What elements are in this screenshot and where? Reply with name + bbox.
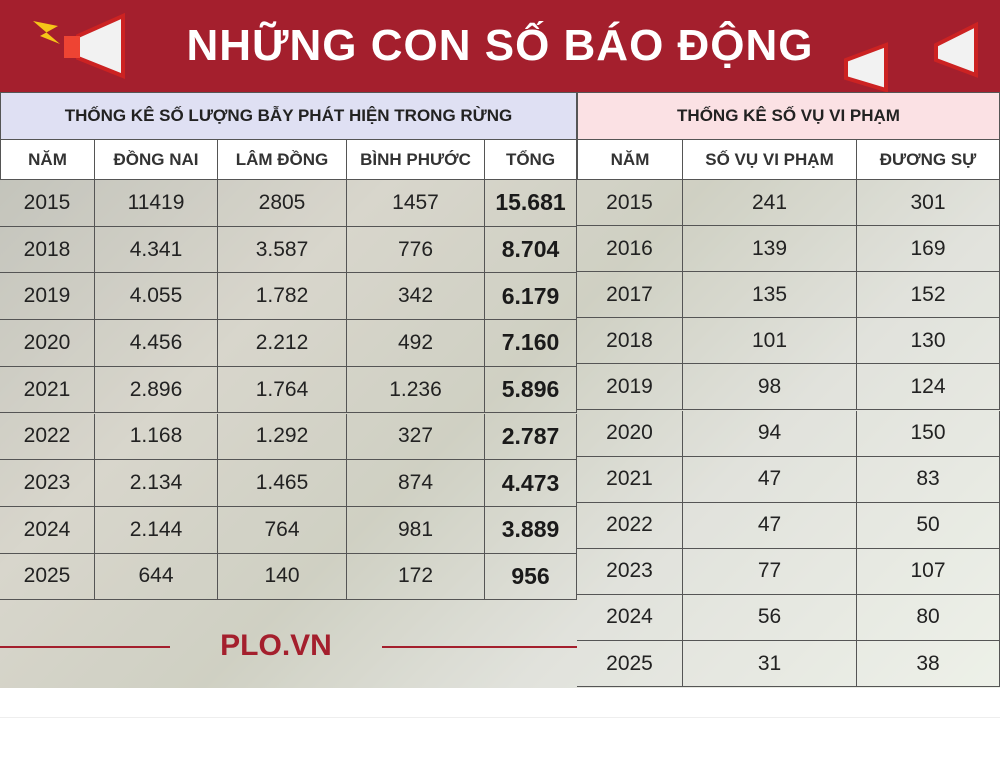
table-cell: 644 (95, 553, 218, 601)
column-header: LÂM ĐỒNG (218, 140, 347, 180)
table-title: THỐNG KÊ SỐ VỤ VI PHẠM (577, 92, 1000, 140)
table-cell: 2.134 (95, 460, 218, 507)
table-cell: 107 (857, 548, 1000, 595)
table-cell: 5.896 (485, 366, 577, 414)
table-cell: 342 (347, 273, 485, 321)
megaphone-icon (33, 12, 125, 79)
table-cell: 2018 (577, 318, 683, 365)
table-cell: 2024 (0, 506, 95, 554)
column-header: ĐƯƠNG SỰ (857, 140, 1000, 180)
table-cell: 2021 (577, 456, 683, 503)
table-cell: 301 (857, 180, 1000, 227)
table-cell: 1.465 (218, 460, 347, 507)
table-cell: 2022 (0, 413, 95, 461)
table-cell: 6.179 (485, 273, 577, 321)
table-cell: 2024 (577, 594, 683, 641)
table-cell: 764 (218, 506, 347, 554)
header-bar (0, 0, 1000, 92)
table-cell: 2020 (577, 410, 683, 457)
table-cell: 2019 (577, 364, 683, 411)
column-header: ĐỒNG NAI (95, 140, 218, 180)
table-cell: 47 (683, 502, 857, 549)
table-cell: 4.473 (485, 460, 577, 507)
table-cell: 140 (218, 553, 347, 601)
table-cell: 172 (347, 553, 485, 601)
table-cell: 101 (683, 318, 857, 365)
table-cell: 1.168 (95, 413, 218, 461)
table-cell: 94 (683, 410, 857, 457)
overlay (0, 180, 1000, 688)
table-cell: 77 (683, 548, 857, 595)
table-cell: 47 (683, 456, 857, 503)
megaphone-icons (844, 21, 978, 92)
divider (382, 646, 577, 648)
source-label: PLO.VN (220, 629, 332, 662)
table-cell: 124 (857, 364, 1000, 411)
table-cell: 2020 (0, 320, 95, 367)
divider (0, 646, 170, 648)
table-cell: 241 (683, 180, 857, 227)
table-cell: 2.144 (95, 506, 218, 554)
table-cell: 4.456 (95, 320, 218, 367)
table-cell: 2023 (0, 460, 95, 507)
table-cell: 3.889 (485, 506, 577, 554)
table-cell: 8.704 (485, 226, 577, 274)
table-cell: 150 (857, 410, 1000, 457)
table-cell: 4.341 (95, 226, 218, 274)
table-cell: 2019 (0, 273, 95, 321)
table-cell: 50 (857, 502, 1000, 549)
table-cell: 3.587 (218, 226, 347, 274)
table-cell: 956 (485, 553, 577, 601)
column-header: TỔNG (485, 140, 577, 180)
column-header: NĂM (577, 140, 683, 180)
table-cell: 11419 (95, 180, 218, 227)
table-title: THỐNG KÊ SỐ LƯỢNG BẪY PHÁT HIỆN TRONG RỪ… (0, 92, 577, 140)
table-cell: 139 (683, 226, 857, 273)
table-cell: 130 (857, 318, 1000, 365)
table-cell: 2.896 (95, 366, 218, 414)
table-cell: 80 (857, 594, 1000, 641)
table-cell: 2023 (577, 548, 683, 595)
table-cell: 1.782 (218, 273, 347, 321)
table-cell: 2015 (577, 180, 683, 227)
table-cell: 31 (683, 641, 857, 688)
table-cell: 2021 (0, 366, 95, 414)
empty-row (0, 688, 1000, 718)
table-cell: 1.292 (218, 413, 347, 461)
table-cell: 2.787 (485, 413, 577, 461)
table-cell: 776 (347, 226, 485, 274)
column-header: NĂM (0, 140, 95, 180)
column-header: SỐ VỤ VI PHẠM (683, 140, 857, 180)
table-cell: 1.236 (347, 366, 485, 414)
table-cell: 2025 (577, 641, 683, 688)
table-cell: 38 (857, 641, 1000, 688)
table-cell: 2015 (0, 180, 95, 227)
table-cell: 981 (347, 506, 485, 554)
table-cell: 327 (347, 413, 485, 461)
table-cell: 152 (857, 272, 1000, 319)
table-cell: 1.764 (218, 366, 347, 414)
background-photo (0, 92, 1000, 688)
table-cell: 492 (347, 320, 485, 367)
table-cell: 4.055 (95, 273, 218, 321)
column-header: BÌNH PHƯỚC (347, 140, 485, 180)
table-cell: 2.212 (218, 320, 347, 367)
table-cell: 874 (347, 460, 485, 507)
table-cell: 2025 (0, 553, 95, 601)
table-cell: 2018 (0, 226, 95, 274)
header-title: NHỮNG CON SỐ BÁO ĐỘNG (186, 21, 814, 70)
table-cell: 56 (683, 594, 857, 641)
table-cell: 2017 (577, 272, 683, 319)
table-cell: 2022 (577, 502, 683, 549)
table-cell: 135 (683, 272, 857, 319)
table-cell: 2016 (577, 226, 683, 273)
table-cell: 83 (857, 456, 1000, 503)
table-cell: 169 (857, 226, 1000, 273)
table-cell: 7.160 (485, 320, 577, 367)
table-cell: 15.681 (485, 180, 577, 227)
table-cell: 2805 (218, 180, 347, 227)
table-cell: 1457 (347, 180, 485, 227)
table-cell: 98 (683, 364, 857, 411)
